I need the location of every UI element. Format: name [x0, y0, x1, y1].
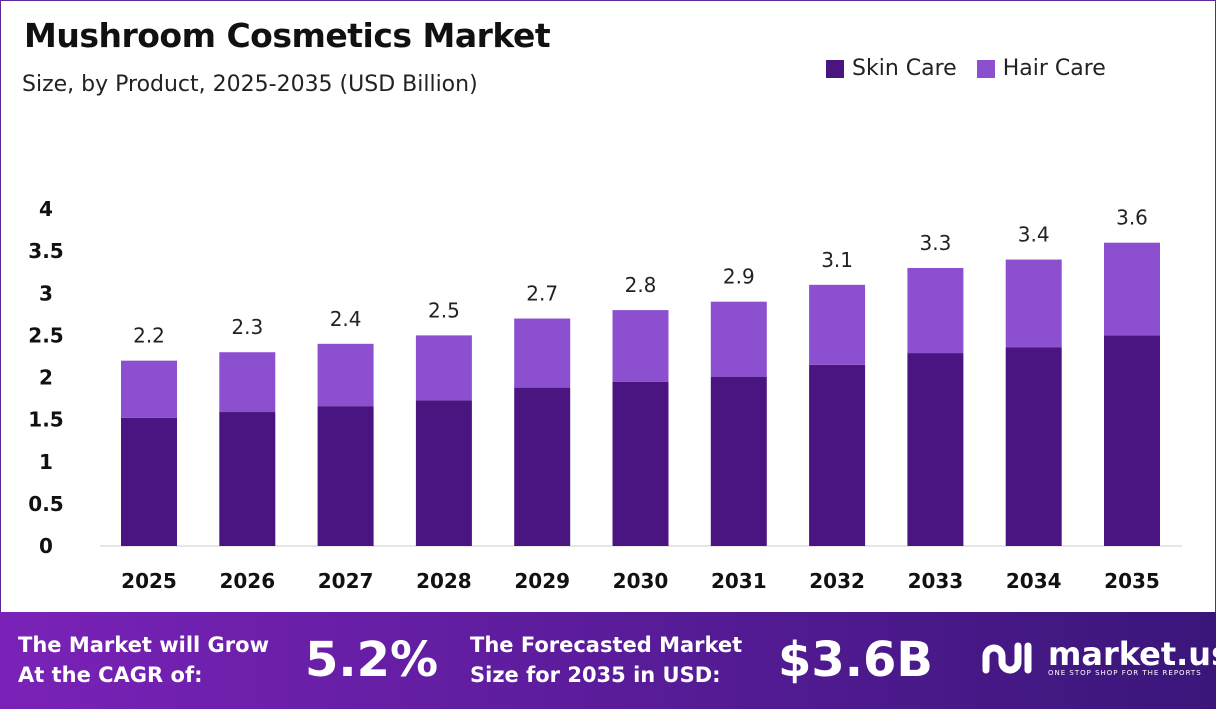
- brand-logo: market.us ONE STOP SHOP FOR THE REPORTS: [980, 638, 1216, 678]
- chart-title: Mushroom Cosmetics Market: [24, 16, 551, 55]
- total-data-label: 3.4: [1018, 223, 1050, 247]
- x-tick-label: 2026: [219, 569, 275, 593]
- bar-skin-care: [612, 381, 669, 546]
- market-us-logo-icon: [982, 642, 1032, 674]
- brand-tagline: ONE STOP SHOP FOR THE REPORTS: [1048, 669, 1202, 677]
- cagr-label-line1: The Market will Grow: [18, 633, 269, 657]
- bar-hair-care: [1104, 242, 1160, 336]
- forecast-value: $3.6B: [778, 632, 934, 688]
- total-data-label: 2.7: [526, 282, 558, 306]
- forecast-label: The Forecasted Market Size for 2035 in US…: [470, 630, 742, 690]
- x-tick-label: 2032: [809, 569, 865, 593]
- legend: Skin Care Hair Care: [826, 56, 1106, 81]
- brand-name: market.us: [1048, 635, 1216, 673]
- x-tick-label: 2030: [613, 569, 669, 593]
- y-tick-label: 0: [39, 534, 53, 558]
- y-tick-label: 2: [39, 366, 53, 390]
- cagr-value: 5.2%: [305, 632, 439, 688]
- total-data-label: 2.8: [625, 273, 657, 297]
- forecast-label-line1: The Forecasted Market: [470, 633, 743, 657]
- y-tick-label: 0.5: [28, 492, 63, 516]
- total-data-label: 2.5: [428, 298, 460, 322]
- bar-hair-care: [907, 267, 964, 354]
- legend-label: Hair Care: [1002, 56, 1106, 81]
- x-tick-label: 2034: [1006, 569, 1062, 593]
- x-tick-label: 2025: [121, 569, 177, 593]
- legend-item-skin-care: Skin Care: [826, 56, 957, 81]
- total-data-label: 3.6: [1116, 206, 1148, 230]
- y-tick-label: 1.5: [28, 408, 63, 432]
- x-tick-label: 2029: [514, 569, 570, 593]
- cagr-label-line2: At the CAGR of:: [18, 663, 203, 687]
- bar-hair-care: [612, 310, 669, 382]
- x-tick-label: 2031: [711, 569, 767, 593]
- total-data-label: 3.3: [919, 231, 951, 255]
- bar-hair-care: [121, 360, 177, 418]
- bar-hair-care: [1005, 259, 1062, 348]
- y-tick-label: 4: [39, 197, 53, 221]
- legend-swatch-skin-care: [826, 59, 844, 78]
- total-data-label: 3.1: [821, 248, 853, 272]
- cagr-label: The Market will Grow At the CAGR of:: [18, 630, 269, 690]
- bar-skin-care: [415, 400, 472, 546]
- x-tick-label: 2033: [908, 569, 964, 593]
- x-tick-label: 2035: [1104, 569, 1160, 593]
- bar-hair-care: [809, 284, 866, 365]
- forecast-label-line2: Size for 2035 in USD:: [470, 663, 721, 687]
- total-data-label: 2.3: [231, 315, 263, 339]
- bar-hair-care: [514, 318, 571, 388]
- bar-hair-care: [710, 301, 767, 377]
- bar-skin-care: [121, 417, 177, 546]
- bar-skin-care: [809, 364, 866, 546]
- bar-skin-care: [1005, 347, 1062, 546]
- bar-chart: 0 0.5 1 1.5 2 2.5 3 3.5 4 2.2 2025 2.3 2026 2.4 2027 2.…: [28, 197, 1182, 593]
- total-data-label: 2.4: [330, 307, 362, 331]
- legend-label: Skin Care: [852, 56, 957, 81]
- bar-skin-care: [710, 376, 767, 546]
- x-tick-label: 2027: [318, 569, 374, 593]
- footer-banner: The Market will Grow At the CAGR of: 5.2%…: [0, 612, 1216, 709]
- total-data-label: 2.9: [723, 265, 755, 289]
- x-tick-label: 2028: [416, 569, 472, 593]
- bar-skin-care: [317, 406, 374, 546]
- bar-skin-care: [514, 387, 571, 546]
- bar-hair-care: [415, 335, 472, 401]
- bar-hair-care: [317, 343, 374, 407]
- legend-item-hair-care: Hair Care: [976, 56, 1106, 81]
- legend-swatch-hair-care: [976, 59, 995, 78]
- bar-hair-care: [219, 352, 276, 413]
- chart-subtitle: Size, by Product, 2025-2035 (USD Billion…: [22, 72, 478, 97]
- y-tick-label: 1: [39, 450, 53, 474]
- y-tick-label: 3.5: [28, 239, 63, 263]
- y-tick-label: 3: [39, 281, 53, 305]
- bar-skin-care: [907, 353, 964, 546]
- bar-skin-care: [1104, 335, 1160, 546]
- bar-skin-care: [219, 412, 276, 546]
- total-data-label: 2.2: [133, 324, 165, 348]
- y-tick-label: 2.5: [28, 323, 63, 347]
